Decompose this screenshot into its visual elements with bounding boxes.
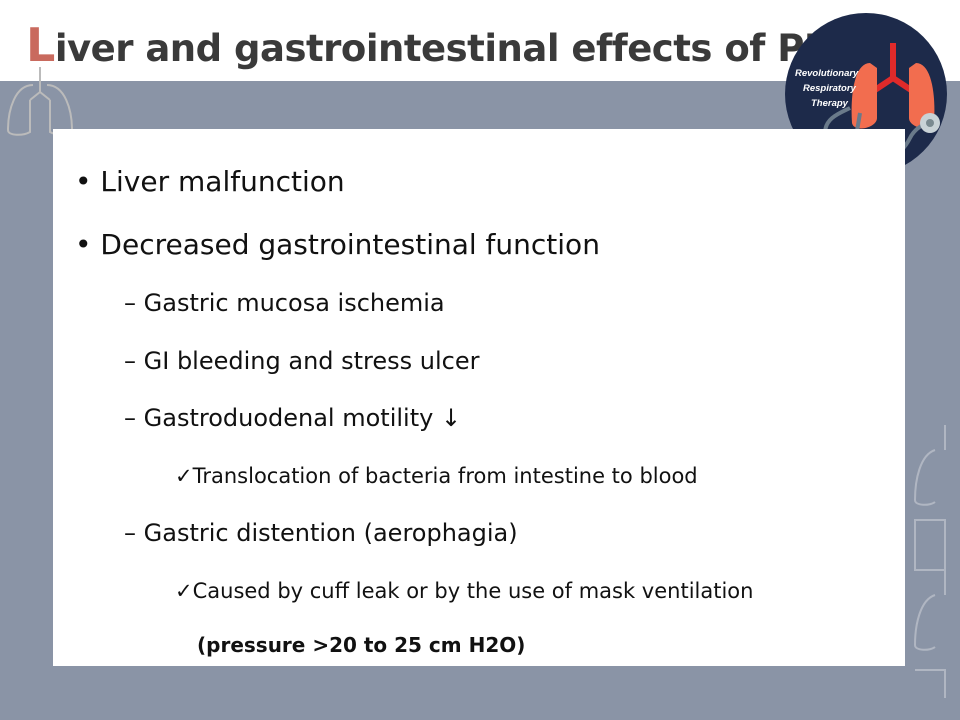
check-item: ✓Caused by cuff leak or by the use of ma… [175, 579, 753, 603]
note-text: (pressure >20 to 25 cm H2O) [197, 633, 526, 657]
slide-title: Liver and gastrointestinal effects of PP… [26, 18, 859, 72]
check-icon: ✓ [175, 579, 193, 603]
bullet-item: • Liver malfunction [75, 165, 345, 198]
bullet-marker: • [75, 165, 92, 198]
bullet-text: Decreased gastrointestinal function [100, 228, 600, 261]
bullet-marker: • [75, 228, 92, 261]
bullet-text: Gastric distention (aerophagia) [143, 519, 518, 547]
dash-marker: – [124, 289, 136, 317]
bullet-text: Translocation of bacteria from intestine… [192, 464, 698, 488]
sub-bullet-item: – Gastric distention (aerophagia) [124, 519, 518, 547]
bullet-item: • Decreased gastrointestinal function [75, 228, 600, 261]
check-icon: ✓ [175, 464, 193, 488]
content-panel [53, 129, 905, 666]
sub-bullet-item: – Gastric mucosa ischemia [124, 289, 445, 317]
bullet-text: Caused by cuff leak or by the use of mas… [192, 579, 754, 603]
title-text: iver and gastrointestinal effects of PPV [54, 27, 859, 70]
logo-line-1: Revolutionary [795, 68, 859, 79]
bullet-text: Gastric mucosa ischemia [143, 289, 445, 317]
bullet-text: Gastroduodenal motility ↓ [143, 404, 462, 432]
logo-line-3: Therapy [811, 98, 849, 109]
lungs-outline-icon [913, 425, 946, 698]
dash-marker: – [124, 404, 136, 432]
bullet-text: GI bleeding and stress ulcer [143, 347, 480, 375]
logo-line-2: Respiratory [803, 83, 857, 94]
dash-marker: – [124, 519, 136, 547]
bullet-text: Liver malfunction [100, 165, 345, 198]
check-item: ✓Translocation of bacteria from intestin… [175, 464, 698, 488]
dash-marker: – [124, 347, 136, 375]
title-first-letter: L [26, 18, 55, 72]
sub-bullet-item: – GI bleeding and stress ulcer [124, 347, 480, 375]
sub-bullet-item: – Gastroduodenal motility ↓ [124, 404, 461, 432]
